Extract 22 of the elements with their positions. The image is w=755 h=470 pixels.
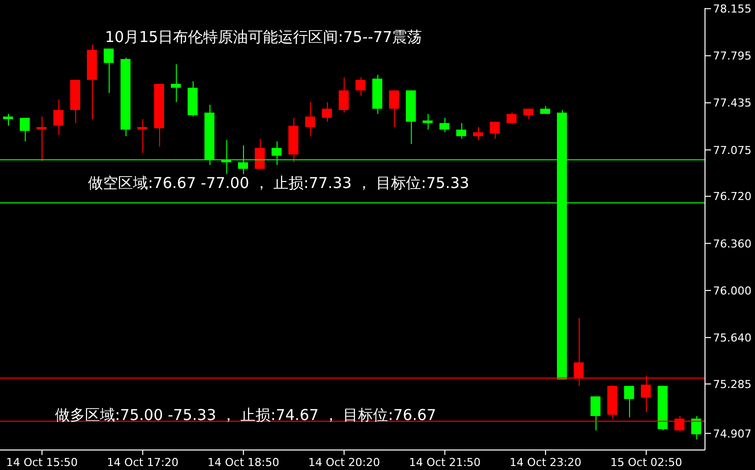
candlestick	[137, 119, 148, 154]
x-tick-label: 14 Oct 17:20	[106, 456, 179, 469]
text: 10月15日布伦特原油可能运行区间:75--77震荡	[105, 28, 422, 47]
x-tick-label: 14 Oct 15:50	[6, 456, 78, 469]
x-tick-label: 14 Oct 21:50	[408, 456, 481, 469]
x-tick-label: 14 Oct 20:20	[308, 456, 380, 469]
x-tick-label: 15 Oct 02:50	[610, 456, 682, 469]
y-tick-label: 74.907	[713, 427, 752, 440]
x-tick-label: 14 Oct 23:20	[510, 456, 582, 469]
x-tick-label: 14 Oct 18:50	[208, 456, 280, 469]
y-tick-label: 77.075	[713, 144, 752, 157]
y-tick-label: 76.000	[713, 284, 752, 298]
y-tick-label: 78.155	[713, 2, 752, 16]
y-tick-label: 77.795	[713, 50, 752, 63]
candlestick	[36, 116, 47, 161]
y-tick-label: 77.435	[713, 96, 752, 110]
annotation: 做空区域:76.67 -77.00 ， 止损:77.33 ， 目标位:75.33	[88, 174, 470, 193]
y-tick-label: 75.640	[713, 331, 752, 344]
y-tick-label: 75.285	[713, 378, 752, 391]
y-tick-label: 76.720	[713, 190, 752, 204]
annotation: 做多区域:75.00 -75.33 ， 止损:74.67 ， 目标位:76.67	[55, 406, 436, 425]
y-tick-label: 76.360	[713, 237, 752, 250]
